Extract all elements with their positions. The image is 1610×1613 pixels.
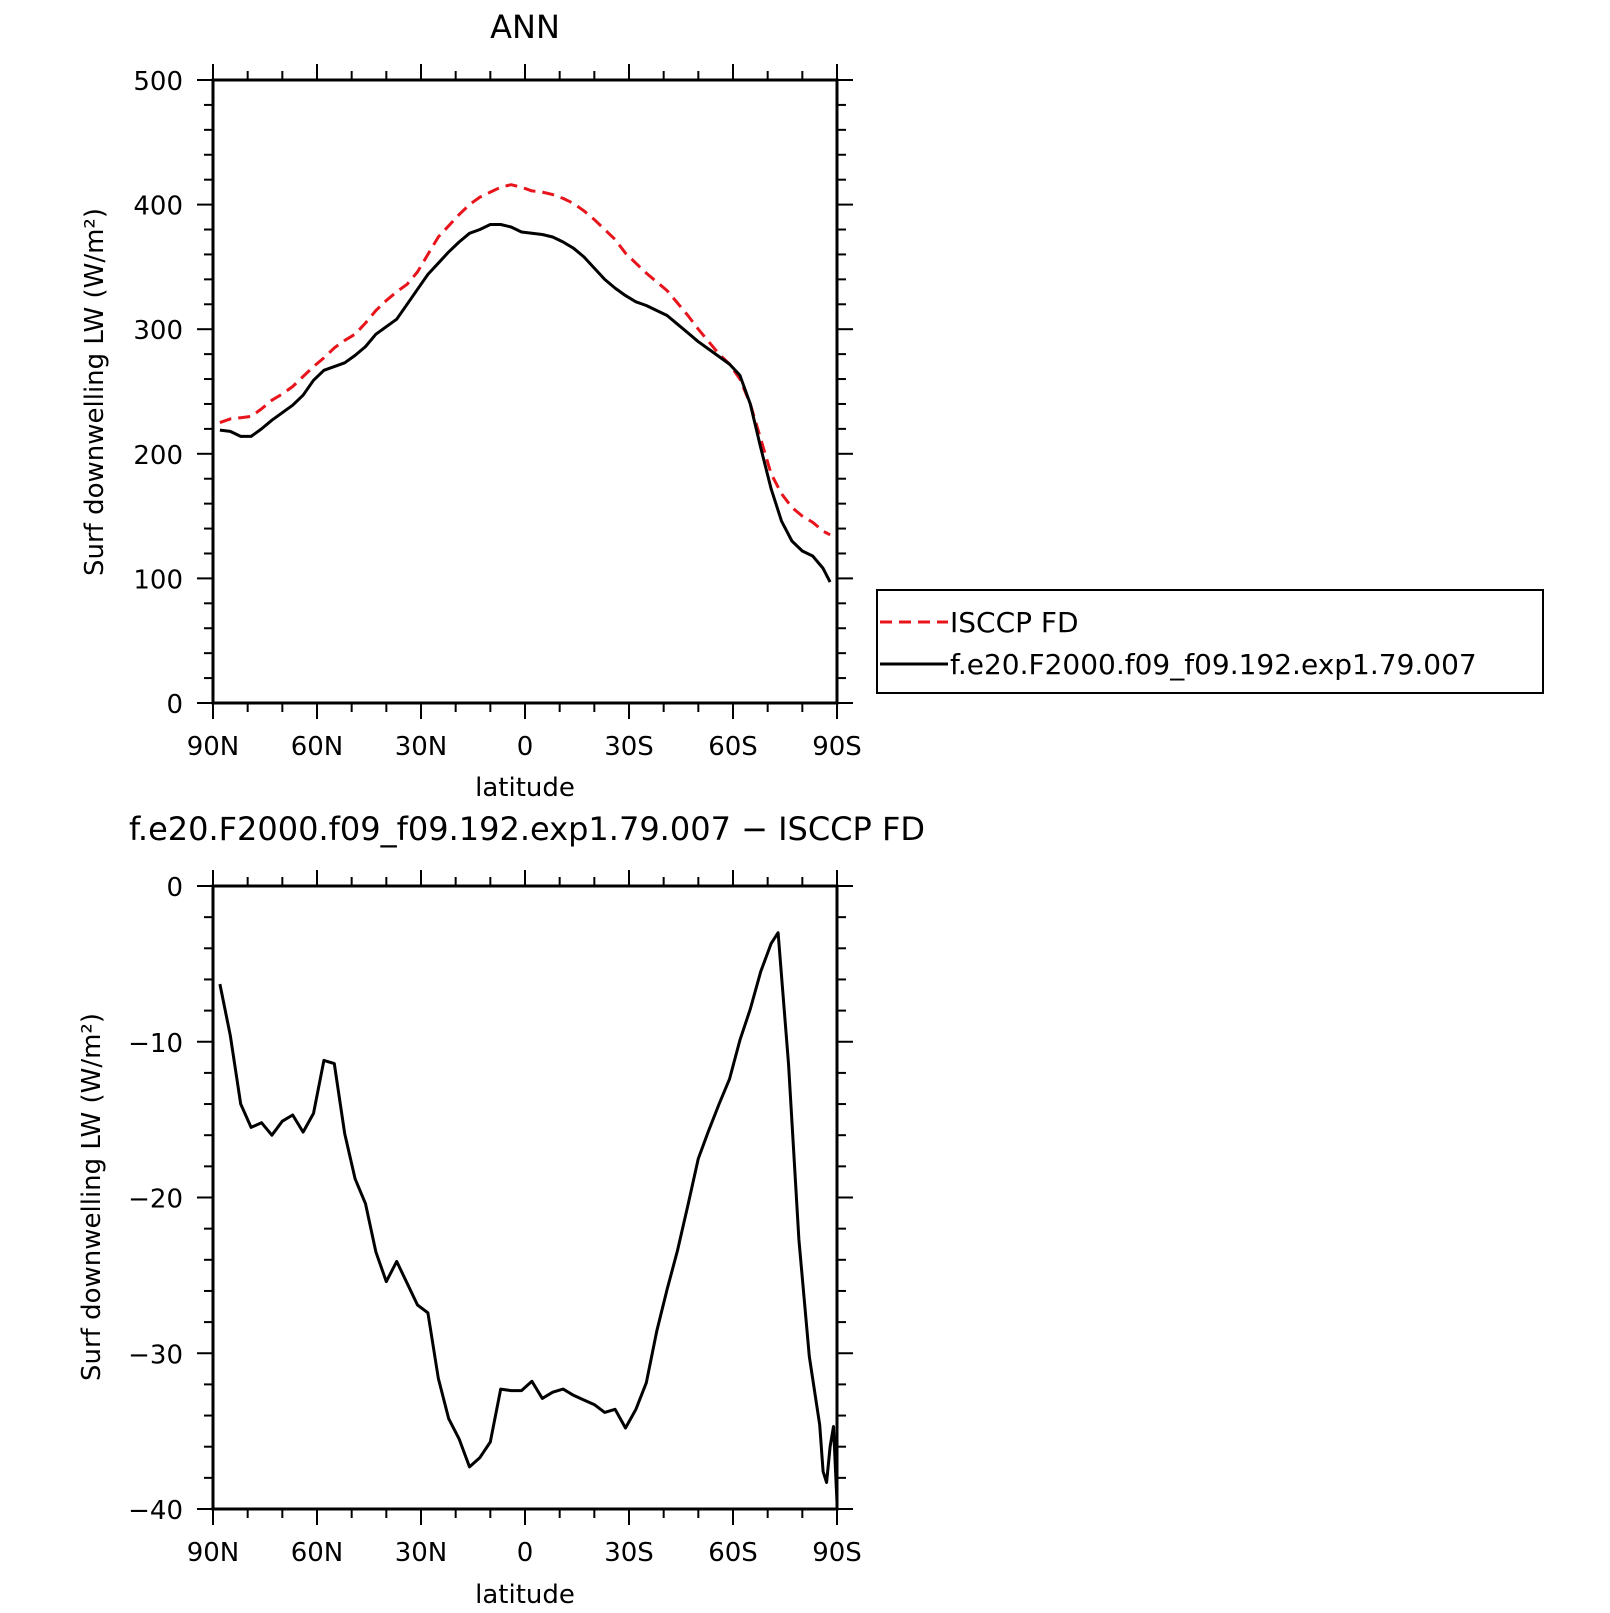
x-tick-label: 90S bbox=[812, 732, 862, 762]
x-tick-label: 0 bbox=[517, 732, 534, 762]
y-tick-label: −20 bbox=[128, 1185, 183, 1215]
x-tick-label: 30N bbox=[395, 732, 448, 762]
legend: ISCCP FD f.e20.F2000.f09_f09.192.exp1.79… bbox=[876, 589, 1544, 694]
top-panel-series bbox=[219, 183, 832, 583]
x-tick-label: 90S bbox=[812, 1538, 862, 1568]
y-tick-label: 200 bbox=[133, 441, 183, 471]
x-tick-label: 60N bbox=[291, 1538, 344, 1568]
bottom-panel-frame bbox=[211, 884, 839, 1511]
x-tick-label: 0 bbox=[517, 1538, 534, 1568]
series-line-1 bbox=[219, 223, 832, 583]
y-tick-label: 0 bbox=[166, 690, 183, 720]
x-tick-label: 60S bbox=[708, 732, 758, 762]
bottom-panel: f.e20.F2000.f09_f09.192.exp1.79.007 − IS… bbox=[77, 810, 925, 1610]
bottom-panel-y-axis-title: Surf downwelling LW (W/m²) bbox=[77, 1013, 107, 1381]
top-panel-x-axis-title: latitude bbox=[475, 773, 575, 803]
y-tick-label: 0 bbox=[166, 873, 183, 903]
x-tick-label: 90N bbox=[187, 1538, 240, 1568]
x-tick-label: 90N bbox=[187, 732, 240, 762]
y-tick-label: 400 bbox=[133, 192, 183, 222]
y-tick-label: 100 bbox=[133, 565, 183, 595]
legend-box bbox=[876, 589, 1544, 694]
legend-label-isccp: ISCCP FD bbox=[950, 606, 1079, 639]
y-tick-label: −30 bbox=[128, 1340, 183, 1370]
y-tick-label: 500 bbox=[133, 67, 183, 97]
top-panel-tick-labels: 90N 60N 30N 0 30S 60S 90S 0 100 200 300 400 500 bbox=[133, 67, 861, 762]
top-panel-title: ANN bbox=[490, 8, 560, 46]
top-panel-ticks bbox=[197, 64, 853, 719]
y-tick-label: −40 bbox=[128, 1496, 183, 1526]
x-tick-label: 30N bbox=[395, 1538, 448, 1568]
x-tick-label: 30S bbox=[604, 1538, 654, 1568]
series-line-0 bbox=[219, 183, 831, 537]
x-tick-label: 30S bbox=[604, 732, 654, 762]
top-panel: ANN 90N 60N 30N 0 30S 60S 90S0100200300400500 … bbox=[80, 8, 862, 803]
top-panel-frame bbox=[211, 78, 839, 705]
bottom-panel-series bbox=[218, 931, 839, 1503]
bottom-panel-tick-labels: 90N 60N 30N 0 30S 60S 90S −40 −30 −20 −10 0 bbox=[128, 873, 862, 1568]
legend-label-model: f.e20.F2000.f09_f09.192.exp1.79.007 bbox=[950, 648, 1477, 681]
x-tick-label: 60N bbox=[291, 732, 344, 762]
y-tick-label: 300 bbox=[133, 316, 183, 346]
top-panel-y-axis-title: Surf downwelling LW (W/m²) bbox=[80, 208, 110, 576]
bottom-panel-x-axis-title: latitude bbox=[475, 1580, 575, 1610]
series-line-0 bbox=[218, 931, 839, 1503]
y-tick-label: −10 bbox=[128, 1029, 183, 1059]
x-tick-label: 60S bbox=[708, 1538, 758, 1568]
bottom-panel-ticks bbox=[197, 870, 853, 1525]
bottom-panel-title: f.e20.F2000.f09_f09.192.exp1.79.007 − IS… bbox=[129, 810, 925, 848]
